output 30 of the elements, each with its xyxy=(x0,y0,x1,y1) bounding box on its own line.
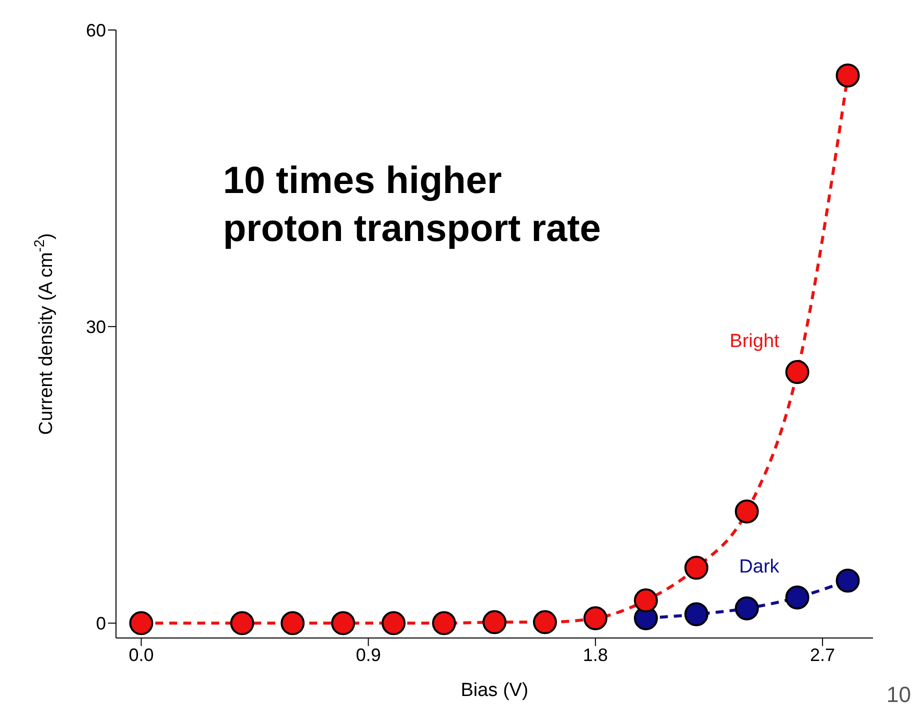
series-label: Bright xyxy=(730,331,780,352)
point xyxy=(836,568,860,593)
x-tick-label: 0.9 xyxy=(356,644,381,665)
series-label: Dark xyxy=(739,556,780,578)
x-tick-label: 2.7 xyxy=(810,644,836,665)
point xyxy=(532,610,557,634)
point xyxy=(331,611,356,636)
point xyxy=(785,585,810,610)
point xyxy=(583,606,608,630)
point xyxy=(382,611,406,636)
x-axis-title: Bias (V) xyxy=(460,680,528,701)
x-tick-label: 1.8 xyxy=(582,644,608,665)
point xyxy=(230,611,254,636)
point xyxy=(634,588,658,612)
point xyxy=(734,596,759,620)
point xyxy=(684,556,708,580)
point xyxy=(785,360,810,384)
point xyxy=(482,610,506,634)
point xyxy=(734,499,759,524)
y-tick-label: 60 xyxy=(86,20,106,40)
x-tick-label: 0.0 xyxy=(128,644,154,665)
point xyxy=(836,63,860,88)
annotation: 10 times higher proton transport rate xyxy=(223,159,601,252)
y-tick-label: 0 xyxy=(96,614,106,634)
point xyxy=(432,611,456,636)
point xyxy=(280,611,305,636)
point xyxy=(129,611,154,636)
y-tick-label: 30 xyxy=(86,316,106,337)
point xyxy=(684,602,708,626)
text: 10 xyxy=(886,682,911,708)
